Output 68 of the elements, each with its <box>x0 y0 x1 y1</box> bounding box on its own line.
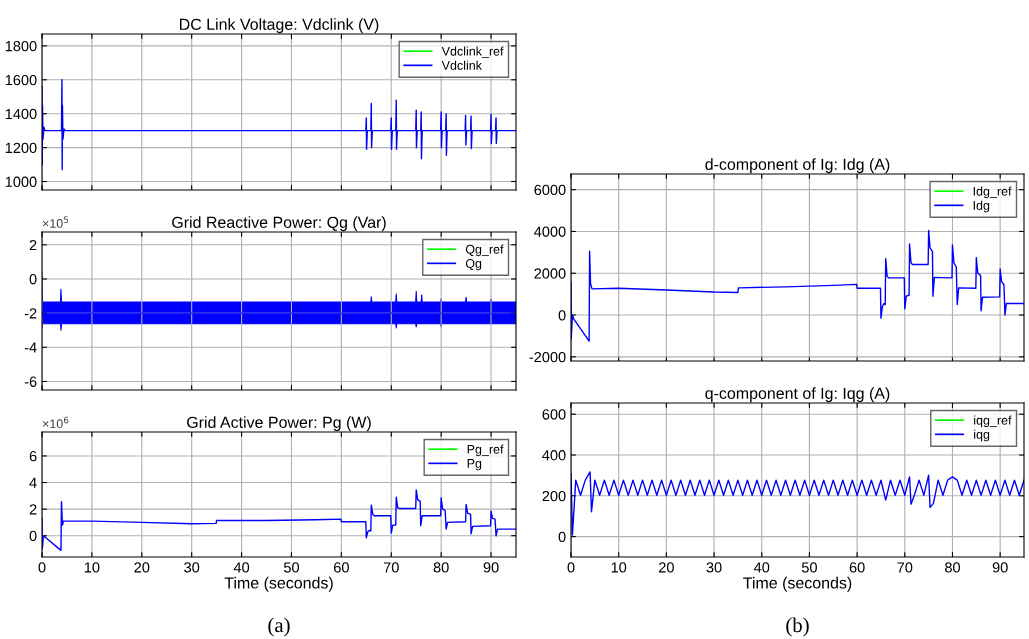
y-tick-label: 1200 <box>5 142 37 154</box>
y-tick-label: 0 <box>558 310 566 321</box>
y-tick-label: 0 <box>29 274 37 285</box>
y-tick-label: 0 <box>558 531 566 543</box>
line-series <box>42 489 516 552</box>
chart-title: d-component of Ig: Idg (A) <box>705 158 890 174</box>
text: ×10$^{6}$ <box>42 416 69 429</box>
chart-title: DC Link Voltage: Vdclink (V) <box>180 18 379 34</box>
legend-label: Pg_ref <box>467 444 504 457</box>
y-tick-label: 4 <box>29 477 37 488</box>
y-tick-label: -2000 <box>529 351 566 363</box>
x-tick-label: 50 <box>283 562 300 573</box>
x-tick-label: 80 <box>433 562 449 573</box>
y-tick-label: 200 <box>542 490 566 502</box>
legend-label: Idg_ref <box>973 186 1012 199</box>
x-tick-label: 0 <box>567 562 575 573</box>
y-tick-label: 6 <box>29 451 37 462</box>
legend-label: Qg_ref <box>465 244 504 257</box>
x-tick-label: 40 <box>753 562 770 573</box>
legend-label: Idg <box>973 200 990 213</box>
x-axis-title: Time (seconds) <box>224 576 333 592</box>
y-tick-label: 2 <box>29 504 37 515</box>
x-tick-label: 0 <box>38 562 46 573</box>
x-tick-label: 90 <box>992 562 1008 573</box>
x-tick-label: 60 <box>334 562 349 573</box>
line-series <box>42 79 516 171</box>
x-tick-label: 90 <box>483 562 499 573</box>
x-tick-label: 20 <box>658 562 674 573</box>
text: (a) <box>268 617 290 637</box>
chart-title: Grid Active Power: Pg (W) <box>187 416 371 432</box>
x-tick-label: 50 <box>801 562 817 573</box>
y-tick-label: 1800 <box>5 40 37 52</box>
text: ×10$^{5}$ <box>42 216 69 228</box>
legend-label: iqg <box>974 429 990 442</box>
x-tick-label: 30 <box>706 562 722 573</box>
legend-label: Qg <box>465 258 482 271</box>
y-tick-label: 2 <box>29 239 37 251</box>
y-tick-label: 1600 <box>5 74 37 86</box>
y-tick-label: 1000 <box>5 176 37 187</box>
x-tick-label: 80 <box>945 562 961 573</box>
x-tick-label: 60 <box>849 562 865 573</box>
chart-title: q-component of Ig: Iqg (A) <box>705 387 890 403</box>
y-tick-label: -4 <box>24 342 37 353</box>
y-tick-label: 6000 <box>534 184 566 196</box>
x-tick-label: 30 <box>184 562 200 573</box>
y-tick-label: 2000 <box>534 268 566 279</box>
chart-title: Grid Reactive Power: Qg (Var) <box>172 216 386 232</box>
y-tick-label: 4000 <box>534 226 566 237</box>
x-axis-title: Time (seconds) <box>743 576 852 592</box>
legend-label: Pg <box>467 459 482 471</box>
text: (b) <box>786 617 809 637</box>
y-tick-label: 0 <box>29 530 37 542</box>
x-tick-label: 10 <box>84 562 100 573</box>
line-series <box>571 471 1024 536</box>
x-tick-label: 10 <box>611 562 627 573</box>
x-tick-label: 70 <box>897 562 913 573</box>
line-series <box>571 229 1024 342</box>
legend-label: Vdclink <box>441 60 482 70</box>
y-tick-label: 600 <box>542 409 566 420</box>
y-tick-label: 1400 <box>5 108 37 120</box>
legend-label: Vdclink_ref <box>441 46 504 59</box>
x-tick-label: 20 <box>134 562 150 573</box>
x-tick-label: 70 <box>383 562 399 573</box>
y-tick-label: -6 <box>24 376 37 387</box>
legend-label: iqg_ref <box>974 415 1012 428</box>
y-tick-label: -2 <box>24 308 37 319</box>
x-tick-label: 40 <box>233 562 250 573</box>
y-tick-label: 400 <box>542 450 566 461</box>
